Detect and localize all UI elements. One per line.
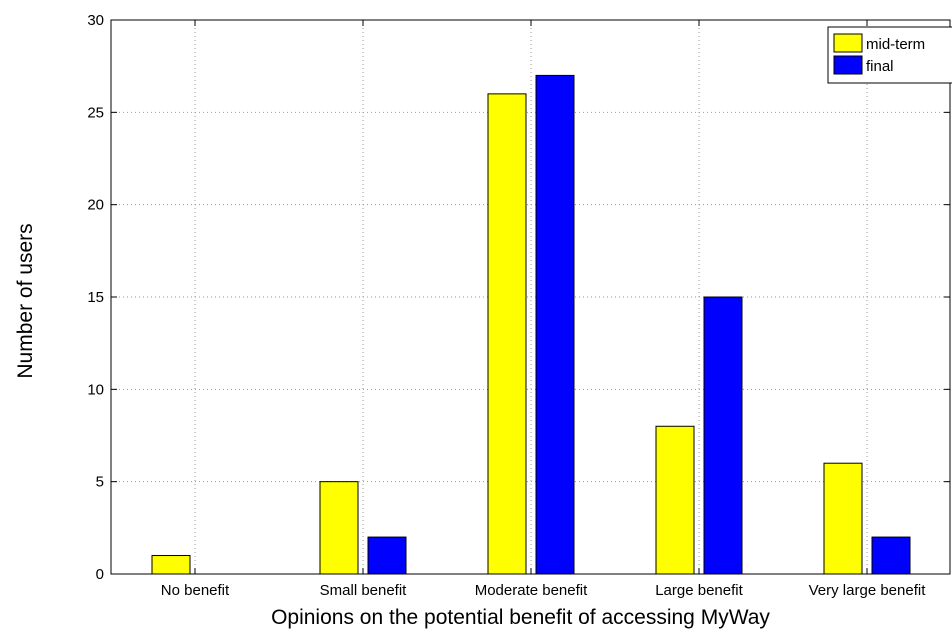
y-tick-label: 25	[87, 104, 104, 121]
bar-final	[871, 536, 911, 575]
legend-label-mid-term: mid-term	[866, 36, 925, 53]
bar-mid-term	[655, 425, 695, 575]
y-tick-label: 0	[96, 566, 104, 583]
bars	[151, 74, 911, 575]
x-tick-label: No benefit	[161, 582, 230, 599]
bar-mid-term	[151, 555, 191, 575]
bar-mid-term	[823, 462, 863, 575]
y-tick-label: 20	[87, 197, 104, 214]
bar-final	[535, 74, 575, 575]
x-tick-label: Very large benefit	[809, 582, 927, 599]
legend: mid-term final	[827, 26, 952, 84]
legend-swatch-mid-term	[833, 33, 863, 53]
bar-mid-term	[487, 93, 527, 575]
x-tick-label: Small benefit	[320, 582, 408, 599]
legend-swatch-final	[833, 55, 863, 75]
x-axis-ticks: No benefit Small benefit Moderate benefit L…	[161, 20, 926, 599]
legend-label-final: final	[866, 58, 894, 75]
y-axis-ticks: 0 5 10 15 20 25 30	[87, 12, 950, 583]
x-tick-label: Large benefit	[655, 582, 743, 599]
y-axis-title: Number of users	[14, 223, 37, 378]
x-tick-label: Moderate benefit	[475, 582, 588, 599]
y-tick-label: 10	[87, 381, 104, 398]
y-tick-label: 15	[87, 289, 104, 306]
bar-final	[367, 536, 407, 575]
bar-mid-term	[319, 481, 359, 575]
x-axis-title: Opinions on the potential benefit of acc…	[271, 606, 770, 629]
grid-lines	[111, 20, 950, 574]
y-tick-label: 30	[87, 12, 104, 29]
y-tick-label: 5	[96, 474, 104, 491]
bar-final	[703, 296, 743, 575]
